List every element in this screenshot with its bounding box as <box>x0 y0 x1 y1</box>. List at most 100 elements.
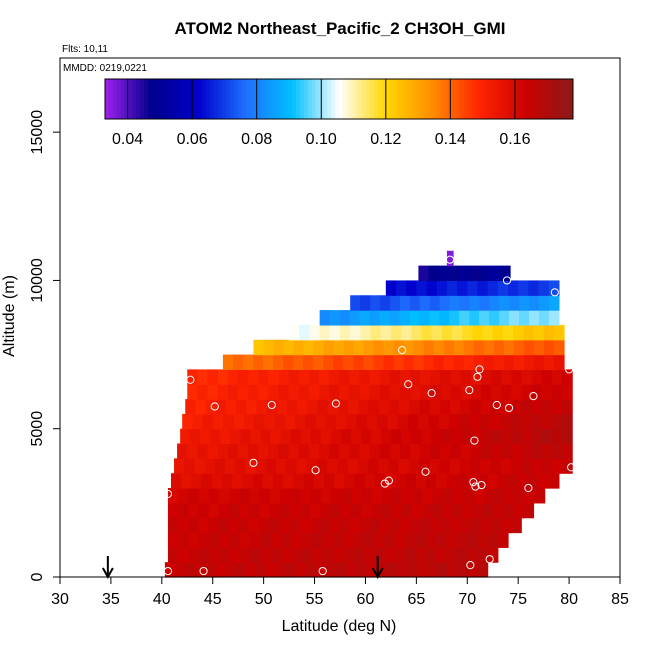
heatmap-cell <box>436 473 448 489</box>
colorbar-segment <box>175 79 180 119</box>
colorbar-segment <box>506 79 512 119</box>
colorbar-segment <box>487 79 492 119</box>
heatmap-cell <box>431 502 443 519</box>
heatmap-cell <box>460 517 472 534</box>
heatmap-cell <box>480 517 492 534</box>
heatmap-cell <box>279 488 291 504</box>
heatmap-cell <box>330 428 342 445</box>
flight-point <box>567 463 576 472</box>
heatmap-cell <box>399 384 411 400</box>
flight-point <box>529 391 538 401</box>
heatmap-cell <box>501 428 513 445</box>
colorbar-segment <box>393 79 398 119</box>
heatmap-cell <box>439 310 450 326</box>
heatmap-cell <box>278 517 290 534</box>
heatmap-cell <box>428 413 440 430</box>
heatmap-cell <box>339 384 350 400</box>
flight-point <box>384 476 393 485</box>
heatmap-cell <box>349 369 361 385</box>
heatmap-cell <box>205 562 216 578</box>
heatmap-cell <box>202 413 214 430</box>
heatmap-cell <box>420 369 431 385</box>
heatmap-cell <box>388 399 400 415</box>
heatmap-cell <box>450 517 462 534</box>
colorbar-segment <box>456 79 461 119</box>
flight-points <box>163 255 576 576</box>
heatmap-cell <box>208 488 220 504</box>
heatmap-cell <box>217 384 229 400</box>
heatmap-cell <box>411 324 423 341</box>
heatmap-cell <box>360 502 372 519</box>
colorbar-segment <box>198 79 203 119</box>
colorbar-segment <box>370 79 375 119</box>
colorbar-segment <box>342 79 348 119</box>
heatmap-cell <box>487 280 499 296</box>
heatmap-cell <box>413 339 425 356</box>
colorbar-segment <box>526 79 531 119</box>
heatmap-cell <box>399 369 411 385</box>
heatmap-cell <box>219 547 231 563</box>
heatmap-cell <box>369 384 381 400</box>
heatmap-cell <box>289 324 300 341</box>
heatmap-cell <box>371 488 383 504</box>
heatmap-cell <box>358 399 370 415</box>
heatmap-cell <box>415 473 427 489</box>
heatmap-cell <box>513 339 525 356</box>
heatmap-cell <box>412 488 424 504</box>
colorbar-segment <box>280 79 285 119</box>
heatmap-cell <box>479 295 490 311</box>
flight-point <box>564 365 574 374</box>
heatmap-cell <box>425 547 437 563</box>
heatmap-cell <box>400 517 411 534</box>
heatmap-cell <box>381 502 392 519</box>
colorbar-segment <box>151 79 157 119</box>
heatmap-cell <box>379 369 391 385</box>
heatmap-cell <box>313 354 324 370</box>
heatmap-cell <box>409 310 420 326</box>
heatmap-cell <box>389 443 401 459</box>
flight-point <box>471 482 480 491</box>
heatmap-cell <box>426 280 438 296</box>
heatmap-cell <box>441 324 453 341</box>
colorbar-segment <box>108 79 114 119</box>
flight-point <box>186 375 195 384</box>
heatmap-cell <box>278 384 290 400</box>
colorbar-segment <box>300 79 305 119</box>
heatmap-cell <box>480 384 492 400</box>
x-axis: 30 35 40 45 50 55 60 65 70 75 80 85 <box>51 577 629 608</box>
heatmap-cell <box>487 547 499 563</box>
heatmap-cell <box>452 324 463 341</box>
heatmap-cell <box>562 443 573 459</box>
colorbar-segment <box>128 79 133 119</box>
heatmap-cell <box>316 562 327 578</box>
heatmap-cell <box>249 502 260 519</box>
colorbar-frame <box>104 78 574 120</box>
heatmap-cell <box>228 502 240 519</box>
heatmap-cell <box>322 532 334 548</box>
heatmap-cell <box>462 502 474 519</box>
flight-point <box>267 400 276 410</box>
heatmap-cell <box>285 562 297 578</box>
heatmap-cell <box>373 354 385 370</box>
heatmap-cell <box>298 384 310 400</box>
heatmap-cell <box>528 280 540 296</box>
heatmap-cell <box>255 458 267 474</box>
heatmap-cell <box>389 295 401 311</box>
heatmap-cell <box>289 517 300 534</box>
heatmap-cell <box>430 443 442 459</box>
colorbar-segment <box>409 79 414 119</box>
heatmap-cell <box>306 458 318 474</box>
heatmap-cell <box>439 458 451 474</box>
heatmap-cell <box>419 399 431 415</box>
colorbar-segment <box>292 79 297 119</box>
heatmap-cell <box>296 562 307 578</box>
colorbar-segment <box>335 79 340 119</box>
heatmap-cell <box>350 502 362 519</box>
heatmap-cell <box>466 532 478 548</box>
heatmap-cell <box>309 517 320 534</box>
heatmap-cell <box>295 413 306 430</box>
heatmap-cell <box>483 488 495 504</box>
colorbar-segment <box>253 79 258 119</box>
heatmap-cell <box>238 517 250 534</box>
heatmap-cell <box>441 428 453 445</box>
